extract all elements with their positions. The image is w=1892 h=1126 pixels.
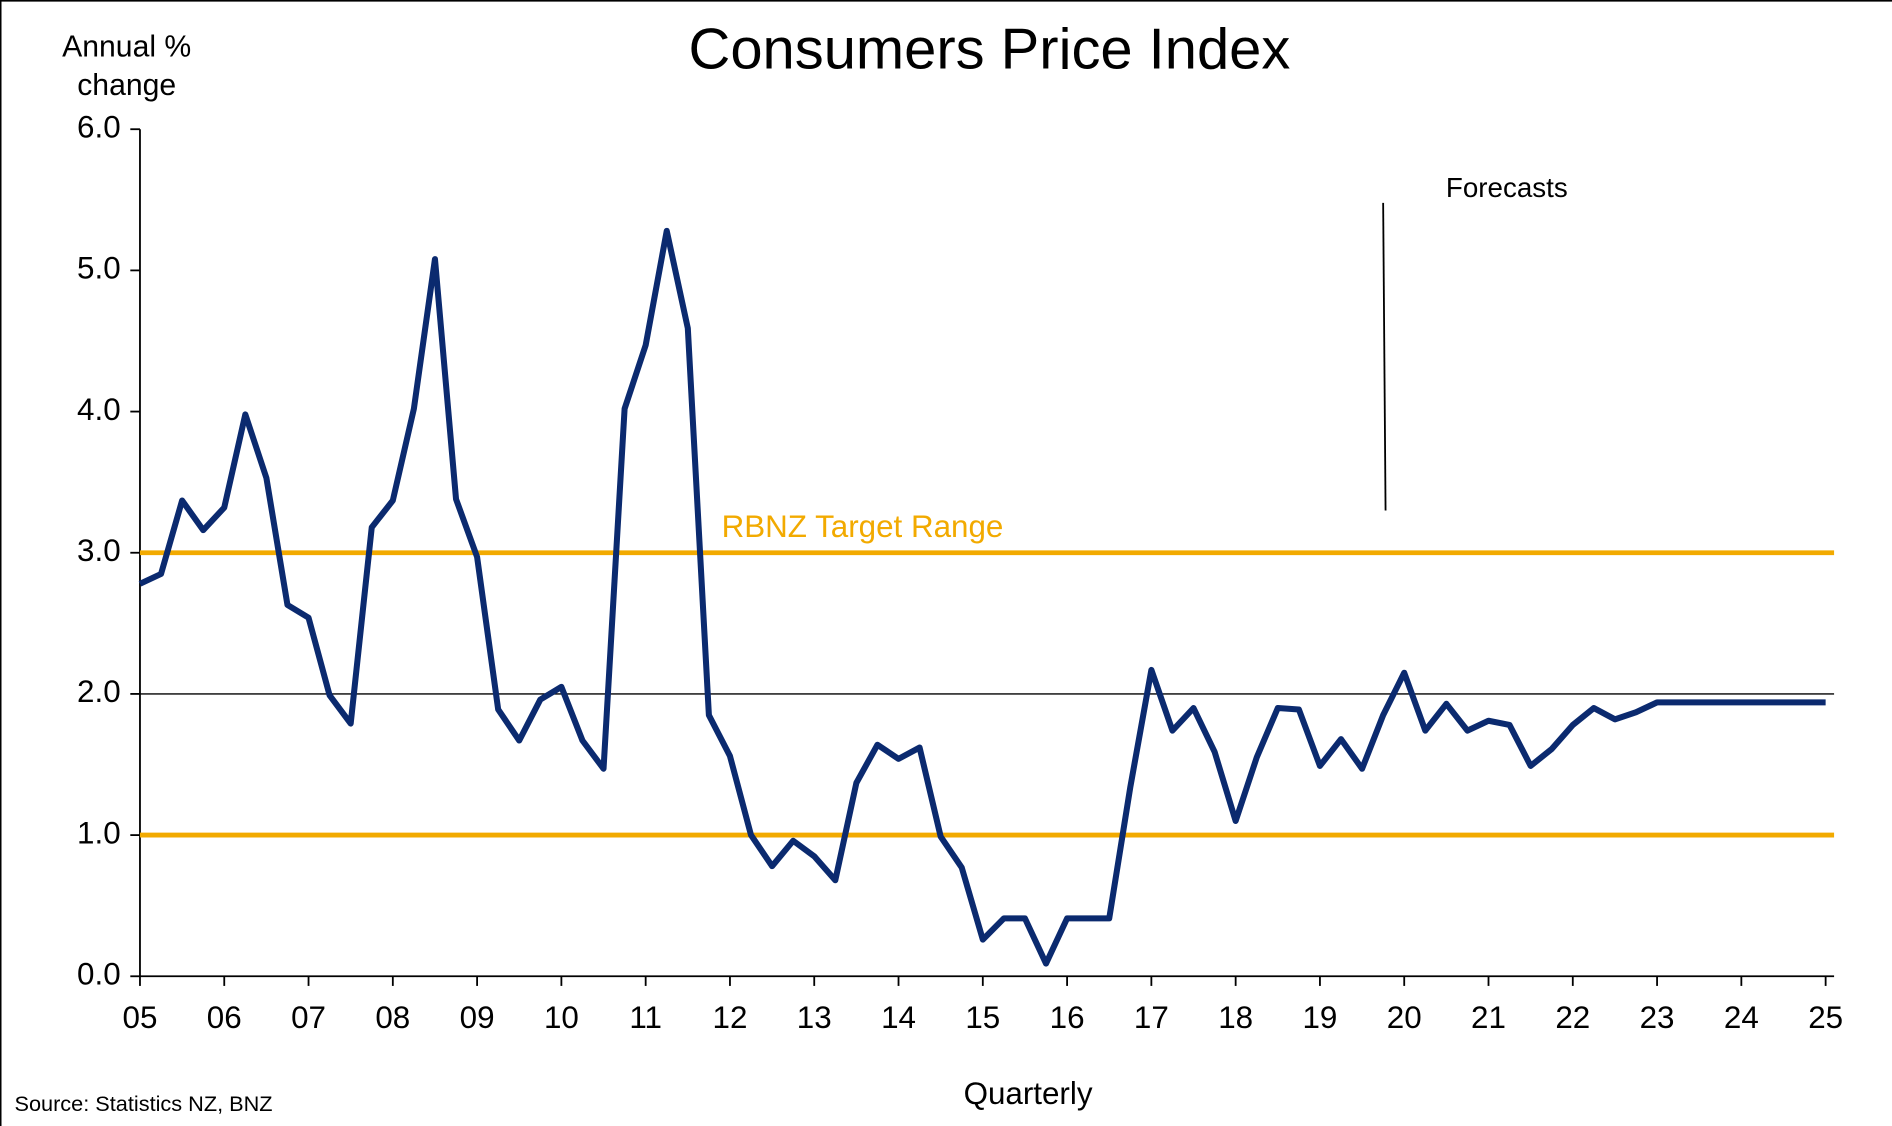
y-tick-label: 5.0 [77,251,121,286]
x-tick-label: 23 [1640,1000,1675,1035]
y-tick-label: 4.0 [77,392,121,427]
source-note: Source: Statistics NZ, BNZ [14,1091,272,1116]
x-tick-label: 14 [881,1000,916,1035]
forecast-divider [1382,202,1387,511]
x-axis-label: Quarterly [964,1076,1093,1111]
y-axis-label: change [77,69,176,102]
y-tick-label: 1.0 [77,815,121,850]
y-axis-label: Annual % [62,30,191,63]
x-tick-label: 10 [544,1000,579,1035]
x-tick-label: 22 [1555,1000,1590,1035]
chart-title: Consumers Price Index [689,17,1291,81]
x-tick-label: 07 [291,1000,326,1035]
x-tick-label: 20 [1387,1000,1422,1035]
x-tick-label: 13 [797,1000,832,1035]
x-tick-label: 15 [965,1000,1000,1035]
y-tick-label: 3.0 [77,533,121,568]
x-tick-label: 25 [1808,1000,1843,1035]
x-tick-label: 06 [207,1000,242,1035]
x-tick-label: 12 [713,1000,748,1035]
x-tick-label: 08 [375,1000,410,1035]
x-tick-label: 16 [1050,1000,1085,1035]
forecast-label: Forecasts [1446,172,1568,203]
x-tick-label: 09 [460,1000,495,1035]
x-tick-label: 18 [1218,1000,1253,1035]
y-tick-label: 0.0 [77,957,121,992]
x-tick-label: 17 [1134,1000,1169,1035]
x-tick-label: 11 [629,1000,662,1035]
x-tick-label: 19 [1302,1000,1337,1035]
x-tick-label: 05 [123,1000,158,1035]
y-tick-label: 6.0 [77,109,121,144]
y-tick-label: 2.0 [77,674,121,709]
data-line [138,227,1826,967]
x-tick-label: 24 [1724,1000,1759,1035]
x-tick-label: 21 [1471,1000,1506,1035]
target-range-label: RBNZ Target Range [722,509,1004,544]
